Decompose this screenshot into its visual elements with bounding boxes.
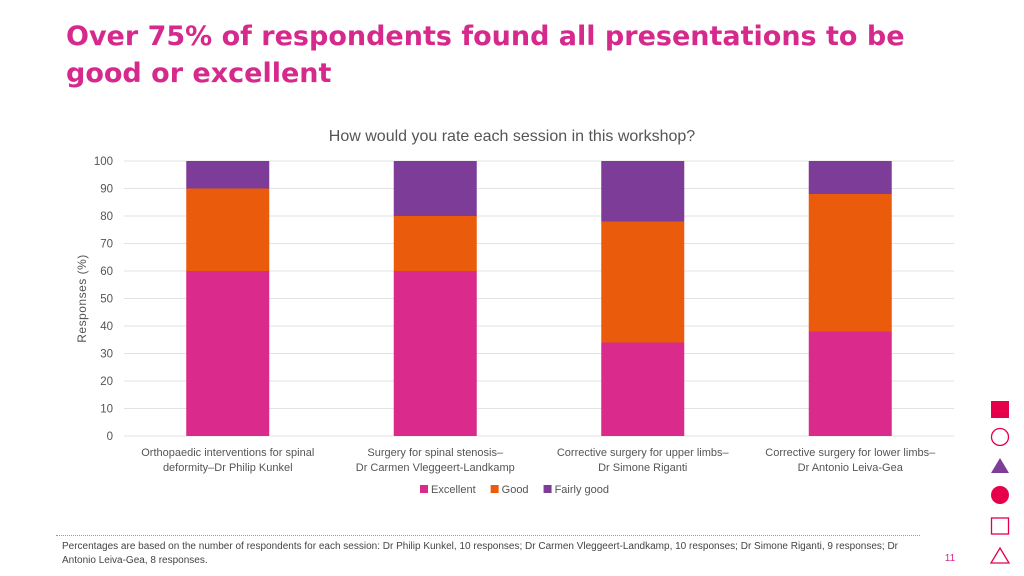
bar-segment xyxy=(186,161,270,189)
y-tick-label: 70 xyxy=(100,239,113,251)
legend-label: Excellent xyxy=(431,484,476,496)
y-tick-label: 10 xyxy=(100,404,113,416)
chart-title: How would you rate each session in this … xyxy=(329,128,696,145)
slide-title: Over 75% of respondents found all presen… xyxy=(66,21,905,89)
decorative-shapes xyxy=(989,401,1011,564)
x-category-label: Dr Antonio Leiva-Gea xyxy=(798,462,904,474)
y-tick-label: 0 xyxy=(107,431,113,443)
pink-square-icon xyxy=(991,401,1009,418)
x-category-label: Orthopaedic interventions for spinal xyxy=(141,447,314,459)
legend-swatch xyxy=(490,485,499,493)
y-tick-label: 30 xyxy=(100,349,113,361)
bar-segment xyxy=(393,271,477,436)
bar-segment xyxy=(393,161,477,216)
bar-segment xyxy=(808,331,892,436)
y-tick-label: 80 xyxy=(100,211,113,223)
legend-label: Fairly good xyxy=(555,484,609,496)
legend-swatch xyxy=(543,485,552,493)
bar-segment xyxy=(393,216,477,271)
x-category-label: deformity–Dr Philip Kunkel xyxy=(163,462,293,474)
pink-outline-triangle-icon xyxy=(989,546,1011,564)
y-tick-label: 90 xyxy=(100,184,113,196)
x-category-label: Dr Carmen Vleggeert-Landkamp xyxy=(356,462,515,474)
y-tick-label: 60 xyxy=(100,266,113,278)
x-category-label: Corrective surgery for upper limbs– xyxy=(557,447,730,459)
y-tick-label: 50 xyxy=(100,294,113,306)
page-number: 11 xyxy=(944,553,956,564)
legend-label: Good xyxy=(502,484,529,496)
y-tick-label: 40 xyxy=(100,321,113,333)
bar-segment xyxy=(186,188,270,271)
bar-segment xyxy=(601,342,685,436)
purple-triangle-icon xyxy=(991,458,1009,473)
x-category-label: Corrective surgery for lower limbs– xyxy=(765,447,936,459)
pink-outline-circle-icon xyxy=(990,427,1010,447)
footnote-divider xyxy=(56,535,920,536)
bar-segment xyxy=(808,194,892,332)
footnote: Percentages are based on the number of r… xyxy=(62,541,899,566)
pink-filled-circle-icon xyxy=(991,486,1009,504)
y-tick-label: 100 xyxy=(94,156,113,168)
x-category-label: Surgery for spinal stenosis– xyxy=(367,447,504,459)
pink-outline-square-icon xyxy=(990,517,1010,535)
y-axis-label: Responses (%) xyxy=(75,254,89,343)
bar-segment xyxy=(186,271,270,436)
bar-segment xyxy=(601,161,685,222)
y-tick-label: 20 xyxy=(100,376,113,388)
bar-segment xyxy=(601,221,685,343)
legend-swatch xyxy=(420,485,428,493)
stacked-bar-chart: How would you rate each session in this … xyxy=(75,128,954,496)
x-category-label: Dr Simone Riganti xyxy=(598,462,687,474)
bar-segment xyxy=(808,161,892,194)
